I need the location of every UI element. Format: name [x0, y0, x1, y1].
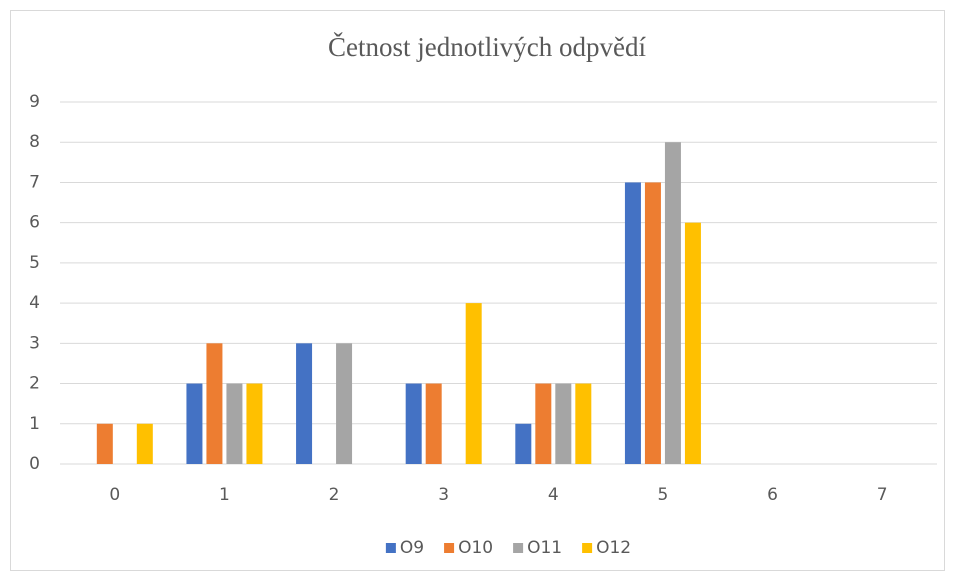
legend-item: O9: [385, 538, 424, 558]
bar: [465, 303, 482, 464]
legend-swatch: [513, 543, 524, 553]
y-tick-label: 6: [29, 213, 40, 233]
chart-border: [10, 10, 945, 571]
x-tick-label: 2: [329, 485, 340, 505]
x-tick-label: 4: [548, 485, 559, 505]
x-tick-label: 5: [658, 485, 669, 505]
legend-label: O12: [596, 538, 631, 558]
x-tick-label: 6: [767, 485, 778, 505]
legend-swatch: [444, 543, 455, 553]
y-tick-label: 5: [29, 253, 40, 273]
bar: [296, 343, 313, 464]
y-tick-label: 0: [29, 454, 40, 474]
y-tick-label: 4: [29, 293, 40, 313]
y-tick-label: 2: [29, 374, 40, 394]
x-tick-label: 7: [877, 485, 888, 505]
legend-item: O11: [513, 538, 562, 558]
chart-title: Četnost jednotlivých odpvědí: [328, 32, 646, 62]
bar: [535, 383, 552, 464]
legend-item: O10: [444, 538, 493, 558]
legend-label: O10: [458, 538, 493, 558]
x-tick-label: 0: [109, 485, 120, 505]
legend-item: O12: [582, 538, 631, 558]
bar: [684, 222, 701, 464]
x-tick-label: 3: [438, 485, 449, 505]
bar: [206, 343, 223, 464]
bar: [96, 423, 113, 464]
bar: [555, 383, 572, 464]
bar: [226, 383, 243, 464]
bar: [664, 142, 681, 464]
bar: [624, 182, 641, 464]
bar: [246, 383, 263, 464]
bar: [405, 383, 422, 464]
y-tick-label: 7: [29, 172, 40, 192]
bar: [186, 383, 203, 464]
y-tick-label: 1: [29, 414, 40, 434]
y-tick-label: 9: [29, 92, 40, 112]
x-tick-label: 1: [219, 485, 230, 505]
bar: [425, 383, 442, 464]
bar: [644, 182, 661, 464]
bar: [575, 383, 592, 464]
legend-swatch: [582, 543, 593, 553]
bar: [336, 343, 353, 464]
bar: [136, 423, 153, 464]
legend-label: O9: [400, 538, 424, 558]
y-tick-label: 8: [29, 132, 40, 152]
legend-swatch: [385, 543, 396, 553]
y-tick-label: 3: [29, 333, 40, 353]
bar: [515, 423, 532, 464]
legend-label: O11: [527, 538, 562, 558]
